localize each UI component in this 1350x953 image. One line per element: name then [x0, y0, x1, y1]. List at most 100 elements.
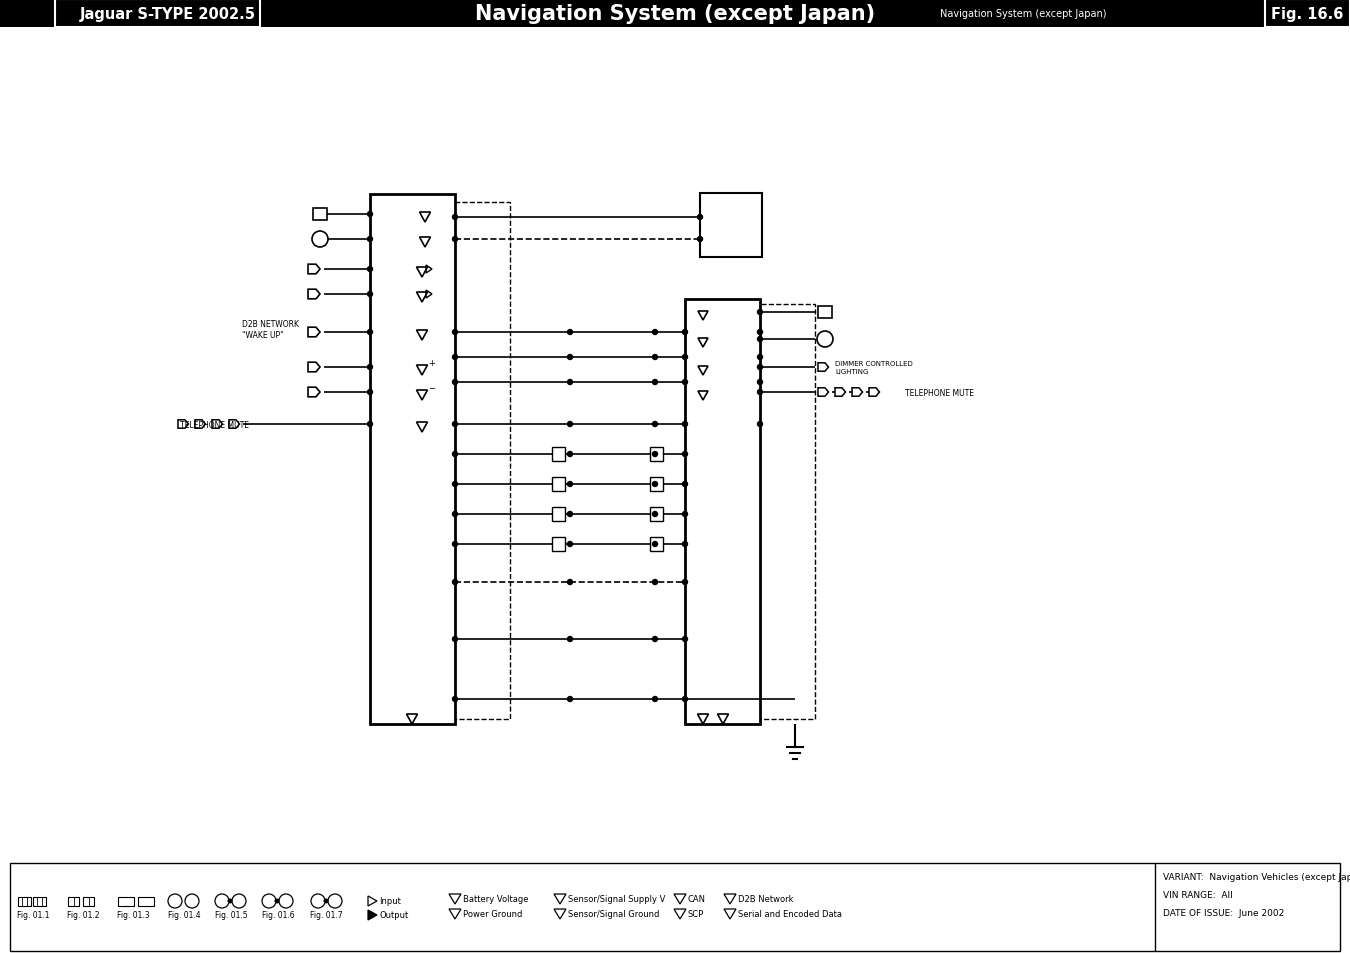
Bar [552, 537, 566, 552]
Circle shape [683, 355, 687, 360]
Circle shape [567, 422, 572, 427]
Text: CAN: CAN [688, 895, 706, 903]
Bar [117, 897, 134, 905]
Circle shape [683, 512, 687, 517]
Circle shape [698, 237, 702, 242]
Circle shape [567, 697, 572, 701]
Text: D2B NETWORK
"WAKE UP": D2B NETWORK "WAKE UP" [242, 320, 298, 339]
Circle shape [452, 215, 458, 220]
Circle shape [683, 637, 687, 641]
Text: Power Ground: Power Ground [463, 909, 522, 919]
Circle shape [567, 637, 572, 641]
Bar [552, 477, 566, 492]
Text: Navigation System (except Japan): Navigation System (except Japan) [940, 9, 1107, 19]
Circle shape [367, 390, 373, 395]
Bar [18, 897, 31, 905]
Bar [378, 203, 510, 720]
Bar [370, 194, 455, 724]
Text: Fig. 16.6: Fig. 16.6 [1270, 7, 1343, 22]
Text: SCP: SCP [688, 909, 705, 919]
Text: Navigation System (except Japan): Navigation System (except Japan) [475, 4, 875, 24]
Text: Fig. 01.3: Fig. 01.3 [116, 910, 150, 920]
Circle shape [683, 579, 687, 585]
Text: TELEPHONE MUTE: TELEPHONE MUTE [180, 420, 248, 429]
Text: DATE OF ISSUE:  June 2002: DATE OF ISSUE: June 2002 [1162, 908, 1284, 918]
Circle shape [757, 355, 763, 360]
Circle shape [452, 579, 458, 585]
Bar [552, 448, 566, 461]
Circle shape [652, 482, 657, 487]
Circle shape [757, 330, 763, 335]
Circle shape [652, 697, 657, 701]
Text: Fig. 01.5: Fig. 01.5 [215, 910, 247, 920]
Circle shape [652, 637, 657, 641]
Circle shape [367, 330, 373, 335]
Text: Input: Input [379, 897, 401, 905]
Bar [684, 299, 760, 724]
Bar [649, 537, 663, 552]
Bar [649, 507, 663, 521]
Circle shape [452, 330, 458, 335]
Text: Serial and Encoded Data: Serial and Encoded Data [738, 909, 842, 919]
Text: Jaguar S-TYPE 2002.5: Jaguar S-TYPE 2002.5 [80, 7, 256, 22]
Circle shape [567, 355, 572, 360]
Circle shape [652, 330, 657, 335]
Circle shape [452, 452, 458, 457]
Circle shape [652, 512, 657, 517]
Circle shape [228, 900, 232, 902]
Text: Fig. 01.2: Fig. 01.2 [66, 910, 100, 920]
Bar [818, 307, 832, 318]
Circle shape [567, 452, 572, 457]
Bar [0, 0, 1350, 28]
Circle shape [275, 900, 279, 902]
Circle shape [683, 697, 687, 701]
Circle shape [652, 579, 657, 585]
Circle shape [452, 482, 458, 487]
Text: Battery Voltage: Battery Voltage [463, 895, 528, 903]
Circle shape [567, 542, 572, 547]
Bar [1265, 0, 1350, 28]
Text: TELEPHONE MUTE: TELEPHONE MUTE [904, 388, 973, 397]
Circle shape [567, 482, 572, 487]
Circle shape [367, 267, 373, 273]
Circle shape [452, 637, 458, 641]
Circle shape [452, 422, 458, 427]
Circle shape [452, 542, 458, 547]
Circle shape [757, 337, 763, 342]
Circle shape [652, 542, 657, 547]
Circle shape [757, 380, 763, 385]
Circle shape [683, 422, 687, 427]
Circle shape [652, 452, 657, 457]
Circle shape [324, 900, 328, 902]
Circle shape [452, 355, 458, 360]
Circle shape [367, 422, 373, 427]
Circle shape [683, 380, 687, 385]
Bar [68, 897, 80, 905]
Circle shape [652, 355, 657, 360]
Bar [82, 897, 94, 905]
Text: DIMMER CONTROLLED
LIGHTING: DIMMER CONTROLLED LIGHTING [836, 361, 913, 375]
Circle shape [652, 422, 657, 427]
Text: Fig. 01.7: Fig. 01.7 [309, 910, 343, 920]
Circle shape [367, 237, 373, 242]
Bar [701, 193, 761, 257]
Bar [649, 477, 663, 492]
Text: VIN RANGE:  All: VIN RANGE: All [1162, 890, 1233, 900]
Bar [55, 0, 261, 28]
Circle shape [452, 237, 458, 242]
Circle shape [567, 512, 572, 517]
Text: Fig. 01.6: Fig. 01.6 [262, 910, 294, 920]
Circle shape [683, 452, 687, 457]
Circle shape [757, 390, 763, 395]
Bar [9, 863, 1341, 951]
Bar [690, 305, 815, 720]
Circle shape [452, 380, 458, 385]
Bar [649, 448, 663, 461]
Circle shape [757, 365, 763, 370]
Circle shape [757, 310, 763, 315]
Circle shape [367, 293, 373, 297]
Circle shape [452, 512, 458, 517]
Text: Fig. 01.1: Fig. 01.1 [16, 910, 49, 920]
Circle shape [698, 215, 702, 220]
Bar [313, 209, 327, 221]
